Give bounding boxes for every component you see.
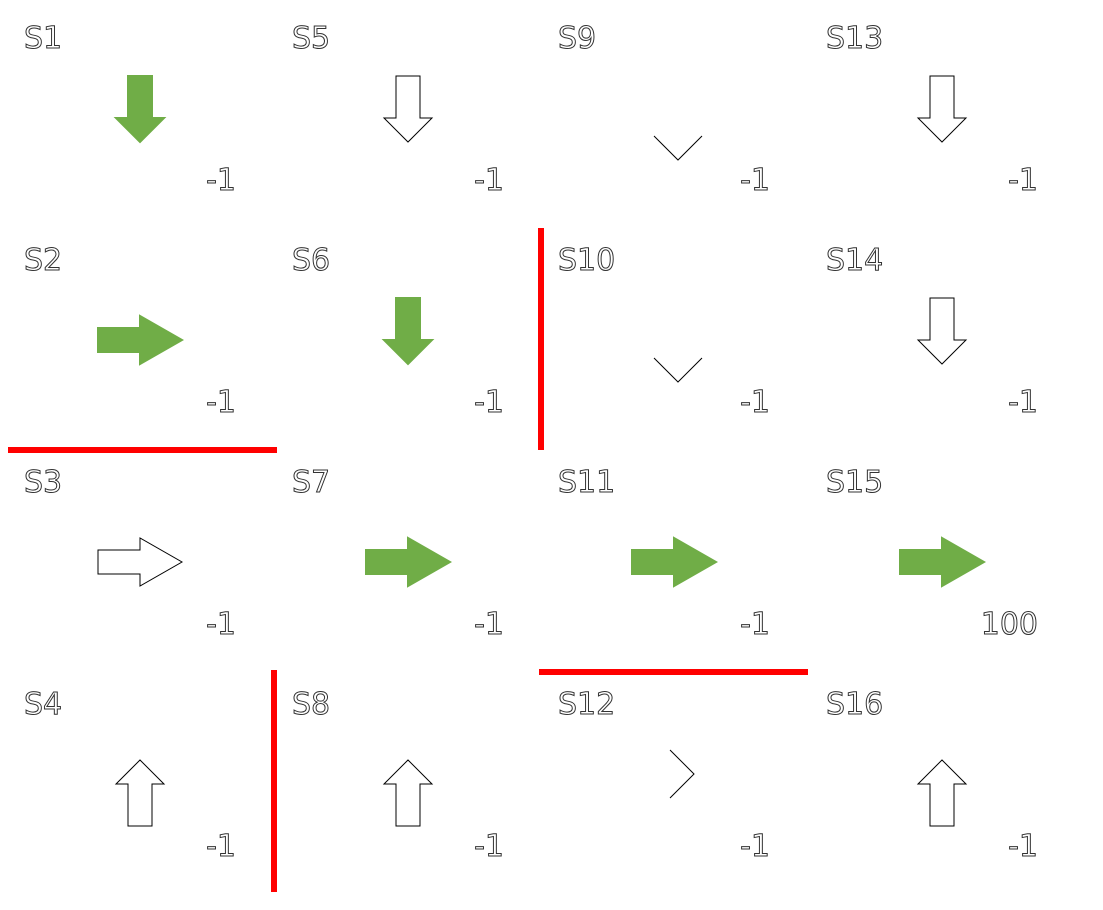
right-arrow-icon <box>631 536 719 588</box>
reward-label: -1 <box>206 163 236 198</box>
cell-s5: S5 -1 <box>292 21 505 199</box>
down-arrow-icon <box>916 297 968 365</box>
cell-s7: S7 -1 <box>292 465 505 643</box>
down-arrow-icon <box>382 75 434 143</box>
walls-layer <box>8 228 808 892</box>
cell-s13: S13 -1 <box>826 21 1039 199</box>
reward-label: -1 <box>474 829 504 864</box>
cell-s2: S2 -1 <box>24 243 237 421</box>
reward-label: -1 <box>740 829 770 864</box>
state-label: S10 <box>558 243 615 278</box>
right-arrow-icon <box>97 537 184 587</box>
cell-s4: S4 -1 <box>24 687 237 865</box>
cell-s8: S8 -1 <box>292 687 505 865</box>
cell-s6: S6 -1 <box>292 243 505 421</box>
cell-s15: S15 100 <box>826 465 1039 643</box>
state-label: S7 <box>292 465 330 500</box>
reward-label: -1 <box>474 385 504 420</box>
reward-label: -1 <box>1008 385 1038 420</box>
up-arrow-icon <box>114 759 166 827</box>
cell-s14: S14 -1 <box>826 243 1039 421</box>
state-label: S9 <box>558 21 596 56</box>
right-arrow-icon <box>365 536 453 588</box>
cell-s1: S1 -1 <box>24 21 237 199</box>
cell-s3: S3 -1 <box>24 465 237 643</box>
reward-label: -1 <box>1008 829 1038 864</box>
reward-label: -1 <box>740 163 770 198</box>
reward-label: -1 <box>206 607 236 642</box>
state-label: S14 <box>826 243 883 278</box>
cell-s9: S9 -1 <box>558 21 771 199</box>
state-label: S8 <box>292 687 330 722</box>
down-arrow-icon <box>916 75 968 143</box>
state-label: S2 <box>24 243 62 278</box>
down-arrow-icon <box>113 75 167 144</box>
state-label: S6 <box>292 243 330 278</box>
right-arrow-icon <box>899 536 987 588</box>
cell-s10: S10 -1 <box>558 243 771 421</box>
reward-label: -1 <box>474 607 504 642</box>
reward-label: -1 <box>740 607 770 642</box>
cell-s11: S11 -1 <box>558 465 771 643</box>
cell-s12: S12 -1 <box>558 687 771 865</box>
state-label: S12 <box>558 687 615 722</box>
up-arrow-icon <box>382 759 434 827</box>
chevron-down-icon <box>653 135 703 161</box>
reward-label: -1 <box>1008 163 1038 198</box>
state-label: S11 <box>558 465 615 500</box>
reward-label: -1 <box>206 829 236 864</box>
cell-s16: S16 -1 <box>826 687 1039 865</box>
reward-label: -1 <box>206 385 236 420</box>
reward-label: 100 <box>981 607 1038 642</box>
state-label: S5 <box>292 21 330 56</box>
right-arrow-icon <box>97 314 185 366</box>
reward-label: -1 <box>474 163 504 198</box>
up-arrow-icon <box>916 759 968 827</box>
cells-layer: S1 -1 S2 -1 S3 -1 S4 -1 S5 -1 S6 -1 S7 -1 S8 -1 S9 -1 S10 -… <box>24 21 1039 865</box>
state-label: S4 <box>24 687 62 722</box>
state-label: S16 <box>826 687 883 722</box>
state-label: S3 <box>24 465 62 500</box>
reward-label: -1 <box>740 385 770 420</box>
state-label: S1 <box>24 21 62 56</box>
state-label: S15 <box>826 465 883 500</box>
state-label: S13 <box>826 21 883 56</box>
chevron-right-icon <box>669 749 695 799</box>
chevron-down-icon <box>653 357 703 383</box>
down-arrow-icon <box>381 297 435 366</box>
